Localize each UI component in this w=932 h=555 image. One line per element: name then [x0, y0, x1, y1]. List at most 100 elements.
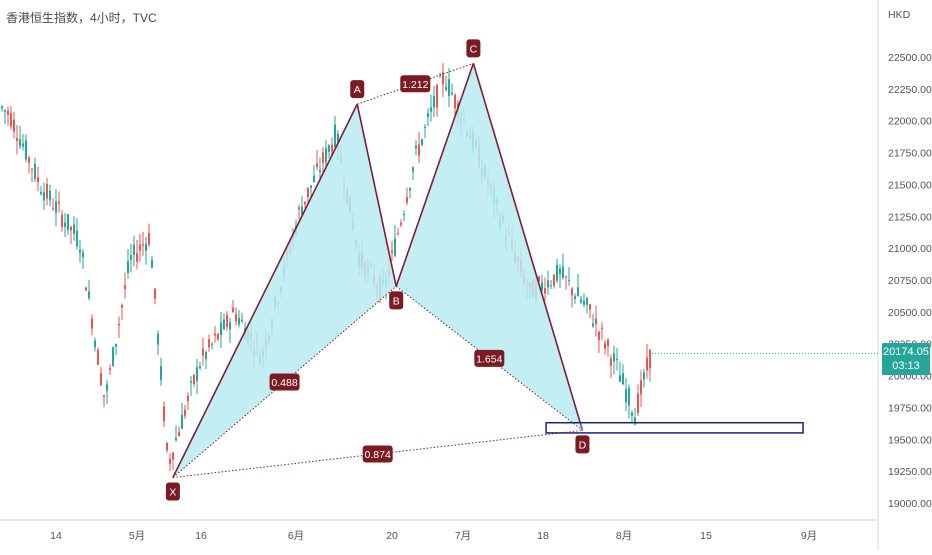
candle-body — [169, 458, 171, 465]
candle — [139, 234, 141, 262]
candle-body — [646, 357, 648, 371]
candle-body — [442, 72, 444, 85]
time-tick-label: 18 — [537, 530, 549, 542]
ratio-label: 0.488 — [269, 373, 300, 391]
candle-body — [64, 222, 66, 227]
candle-body — [4, 110, 6, 112]
candle — [400, 219, 402, 228]
candle-body — [301, 206, 303, 215]
candle — [88, 279, 90, 301]
candle-body — [547, 280, 549, 288]
candle-body — [643, 372, 645, 380]
candle — [427, 108, 429, 127]
candle-body — [88, 291, 90, 299]
candle-body — [94, 340, 96, 348]
point-label: B — [389, 291, 404, 310]
candle-body — [136, 253, 138, 262]
candle-body — [58, 201, 60, 204]
candle-body — [31, 169, 33, 171]
candle — [196, 359, 198, 395]
candle-body — [61, 214, 63, 227]
candle — [415, 140, 417, 156]
candle-body — [187, 395, 189, 402]
candle — [73, 216, 75, 241]
candle — [397, 227, 399, 236]
candle — [127, 248, 129, 279]
candle-body — [415, 145, 417, 149]
candle — [169, 453, 171, 472]
time-tick-label: 14 — [50, 530, 62, 542]
candle — [577, 273, 579, 297]
candle — [7, 106, 9, 126]
point-label-text: A — [354, 84, 361, 96]
candle — [574, 293, 576, 304]
candle — [436, 83, 438, 117]
candle — [19, 125, 21, 150]
point-label-text: X — [169, 487, 176, 499]
candle — [172, 451, 174, 471]
time-tick-label: 15 — [700, 530, 712, 542]
candle — [601, 322, 603, 340]
candle — [409, 186, 411, 199]
candle-body — [70, 226, 72, 231]
candle — [301, 196, 303, 216]
candle-body — [451, 92, 453, 95]
candle-body — [421, 139, 423, 145]
price-tick-label: 19250.00 — [888, 466, 932, 478]
candle — [187, 392, 189, 411]
candle-body — [640, 380, 642, 395]
price-tick-label: 19500.00 — [888, 434, 932, 446]
time-tick-label: 9月 — [801, 530, 817, 542]
candle-body — [172, 452, 174, 460]
candle — [202, 337, 204, 366]
candle-body — [181, 414, 183, 429]
candle — [151, 255, 153, 269]
candle — [91, 314, 93, 336]
candle-body — [142, 244, 144, 246]
ratio-label-bg — [362, 445, 393, 463]
candle-body — [634, 417, 636, 426]
price-tick-label: 20500.00 — [888, 307, 932, 319]
candle-body — [208, 339, 210, 348]
candle — [31, 168, 33, 183]
candle-body — [49, 191, 51, 201]
point-label-text: B — [393, 295, 400, 307]
pattern-ratio-line — [172, 429, 583, 479]
candle — [154, 288, 156, 305]
candle — [94, 337, 96, 352]
point-label: A — [350, 80, 365, 99]
candle — [448, 67, 450, 108]
candle-body — [175, 438, 177, 441]
candle-body — [235, 314, 237, 322]
candle — [184, 404, 186, 419]
candle-body — [133, 244, 135, 255]
candle-body — [400, 222, 402, 226]
candle — [4, 109, 6, 124]
candle-body — [322, 152, 324, 164]
candle — [235, 307, 237, 326]
candle-body — [433, 96, 435, 108]
price-tick-label: 19750.00 — [888, 402, 932, 414]
candle — [16, 124, 18, 155]
ratio-label: 1.212 — [400, 75, 431, 93]
ratio-label-bg — [474, 349, 505, 367]
target-zone — [545, 421, 804, 434]
ratio-label: 1.654 — [474, 349, 505, 367]
candle — [622, 364, 624, 386]
candle-body — [439, 76, 441, 78]
candle — [568, 267, 570, 286]
candle-body — [424, 126, 426, 128]
candle-body — [571, 288, 573, 296]
candle-body — [40, 192, 42, 195]
candle-body — [610, 358, 612, 366]
candle-body — [7, 110, 9, 115]
candle — [556, 258, 558, 284]
pattern-leg-cd — [472, 63, 584, 431]
candle-body — [67, 214, 69, 230]
candle-body — [166, 442, 168, 451]
candle-body — [193, 375, 195, 384]
candle — [313, 164, 315, 183]
candle — [565, 275, 567, 290]
